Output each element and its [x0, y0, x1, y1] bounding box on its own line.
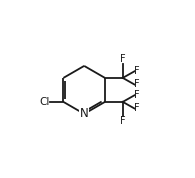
- Text: Cl: Cl: [39, 97, 49, 107]
- Text: F: F: [120, 54, 126, 64]
- Text: F: F: [134, 66, 140, 76]
- Text: F: F: [134, 103, 140, 113]
- Text: F: F: [134, 90, 140, 100]
- Text: F: F: [120, 116, 126, 126]
- Text: F: F: [134, 79, 140, 90]
- Text: N: N: [80, 107, 89, 120]
